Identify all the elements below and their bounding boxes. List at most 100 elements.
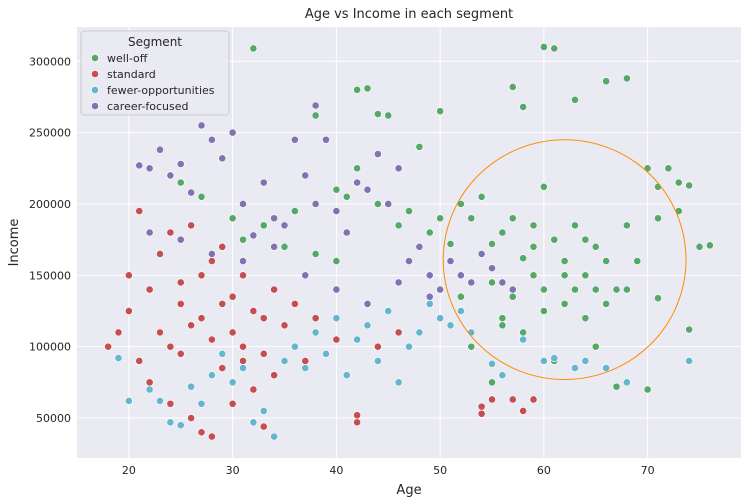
point-well-off xyxy=(353,164,362,173)
legend-marker-standard xyxy=(91,70,99,78)
point-well-off xyxy=(425,228,434,237)
point-standard xyxy=(218,299,227,308)
legend-label-standard: standard xyxy=(107,68,156,81)
point-standard xyxy=(176,349,185,358)
point-well-off xyxy=(539,307,548,315)
point-fewer-opportunities xyxy=(280,357,289,365)
point-fewer-opportunities xyxy=(249,418,258,427)
chart-title: Age vs Income in each segment xyxy=(305,7,513,22)
point-fewer-opportunities xyxy=(311,328,320,337)
point-fewer-opportunities xyxy=(322,349,330,358)
point-career-focused xyxy=(384,200,393,208)
point-well-off xyxy=(373,110,382,118)
legend-marker-fewer-opportunities xyxy=(91,86,99,94)
point-fewer-opportunities xyxy=(488,359,496,368)
point-career-focused xyxy=(342,228,351,237)
y-tick-label: 50000 xyxy=(36,412,71,425)
point-well-off xyxy=(477,192,486,201)
point-standard xyxy=(207,335,216,344)
point-fewer-opportunities xyxy=(363,321,372,330)
point-well-off xyxy=(612,382,621,391)
point-fewer-opportunities xyxy=(539,357,548,365)
point-well-off xyxy=(581,235,590,244)
point-well-off xyxy=(539,182,548,191)
point-standard xyxy=(301,357,310,365)
point-fewer-opportunities xyxy=(373,357,382,365)
grid-lines xyxy=(77,27,741,458)
point-career-focused xyxy=(176,160,185,168)
point-career-focused xyxy=(239,257,247,265)
point-well-off xyxy=(705,241,714,250)
point-well-off xyxy=(571,285,579,294)
point-career-focused xyxy=(145,164,154,173)
point-career-focused xyxy=(363,185,372,194)
point-well-off xyxy=(571,95,579,104)
point-fewer-opportunities xyxy=(239,364,247,372)
point-career-focused xyxy=(498,278,507,287)
point-standard xyxy=(259,349,268,358)
point-well-off xyxy=(446,240,455,248)
point-standard xyxy=(197,314,206,323)
point-career-focused xyxy=(446,257,455,265)
point-fewer-opportunities xyxy=(415,328,424,337)
point-standard xyxy=(529,395,538,404)
point-fewer-opportunities xyxy=(228,378,237,387)
point-career-focused xyxy=(332,207,341,216)
point-fewer-opportunities xyxy=(197,399,206,408)
point-well-off xyxy=(664,164,673,173)
point-fewer-opportunities xyxy=(456,307,465,315)
point-career-focused xyxy=(373,150,382,158)
point-standard xyxy=(249,385,258,394)
series-standard xyxy=(104,207,538,441)
point-well-off xyxy=(591,285,600,294)
point-standard xyxy=(187,221,196,230)
point-well-off xyxy=(363,84,372,93)
point-career-focused xyxy=(249,231,258,240)
point-standard xyxy=(104,342,113,351)
point-fewer-opportunities xyxy=(519,335,528,344)
point-career-focused xyxy=(301,271,310,280)
point-well-off xyxy=(259,221,268,230)
point-standard xyxy=(239,357,247,365)
point-standard xyxy=(187,414,196,422)
point-standard xyxy=(477,409,486,418)
point-well-off xyxy=(488,378,496,387)
point-well-off xyxy=(539,285,548,294)
x-tick-label: 40 xyxy=(329,464,343,477)
point-fewer-opportunities xyxy=(384,307,393,315)
point-career-focused xyxy=(239,200,247,208)
point-well-off xyxy=(674,178,683,187)
point-career-focused xyxy=(311,101,320,110)
y-axis-title: Income xyxy=(7,219,22,267)
point-standard xyxy=(270,285,279,294)
point-fewer-opportunities xyxy=(290,342,299,351)
point-well-off xyxy=(602,299,611,308)
point-well-off xyxy=(519,103,528,111)
point-standard xyxy=(373,342,382,351)
point-standard xyxy=(353,411,362,420)
point-standard xyxy=(114,328,123,337)
point-standard xyxy=(156,328,164,337)
point-standard xyxy=(166,399,175,408)
point-career-focused xyxy=(477,250,486,258)
point-well-off xyxy=(602,257,611,265)
point-fewer-opportunities xyxy=(332,314,341,323)
y-tick-label: 250000 xyxy=(29,127,71,140)
point-well-off xyxy=(581,271,590,280)
point-career-focused xyxy=(135,161,144,170)
point-well-off xyxy=(695,242,704,251)
x-tick-label: 50 xyxy=(433,464,447,477)
point-career-focused xyxy=(425,292,434,301)
point-well-off xyxy=(353,85,362,94)
point-well-off xyxy=(394,221,403,230)
point-well-off xyxy=(239,235,247,244)
y-tick-label: 300000 xyxy=(29,55,71,68)
point-well-off xyxy=(280,242,289,251)
point-standard xyxy=(488,395,496,404)
point-standard xyxy=(176,299,185,308)
point-well-off xyxy=(529,242,538,251)
point-standard xyxy=(145,285,154,294)
point-well-off xyxy=(685,181,694,190)
point-standard xyxy=(508,395,517,404)
legend-label-fewer-opportunities: fewer-opportunities xyxy=(107,84,215,97)
